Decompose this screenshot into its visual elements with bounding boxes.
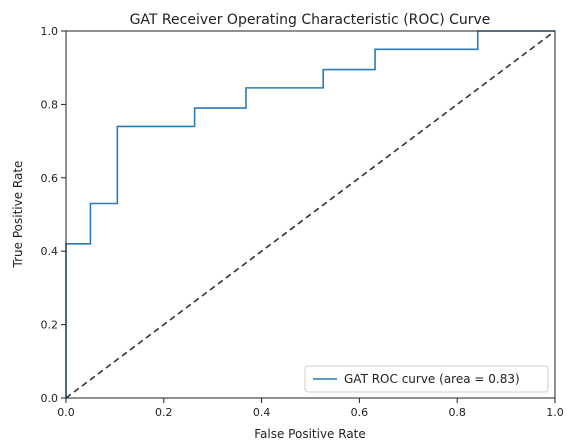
x-tick-label: 0.8 <box>448 406 466 419</box>
roc-curve-line <box>65 30 555 398</box>
x-tick-label: 1.0 <box>546 406 564 419</box>
y-tick-label: 0.8 <box>41 98 59 111</box>
x-tick-label: 0.2 <box>155 406 173 419</box>
y-axis-label: True Positive Rate <box>11 161 25 269</box>
y-ticks: 0.0 0.2 0.4 0.6 0.8 1.0 <box>41 25 66 405</box>
x-tick-label: 0.0 <box>57 406 75 419</box>
y-tick-label: 1.0 <box>41 25 59 38</box>
chart-title: GAT Receiver Operating Characteristic (R… <box>130 12 491 28</box>
y-tick-label: 0.0 <box>41 392 59 405</box>
plot-frame <box>65 30 556 399</box>
y-tick-label: 0.4 <box>41 245 59 258</box>
chart-legend: GAT ROC curve (area = 0.83) <box>304 365 549 393</box>
diagonal-reference-line-group <box>65 30 556 399</box>
roc-series-group <box>65 30 555 398</box>
x-tick-label: 0.6 <box>351 406 369 419</box>
x-ticks: 0.0 0.2 0.4 0.6 0.8 1.0 <box>57 398 564 419</box>
diagonal-reference-line <box>65 30 556 399</box>
y-tick-label: 0.2 <box>41 319 59 332</box>
legend-box <box>304 365 549 393</box>
x-axis-label: False Positive Rate <box>254 427 366 441</box>
x-tick-label: 0.4 <box>253 406 271 419</box>
legend-series-label: GAT ROC curve (area = 0.83) <box>344 372 520 386</box>
y-tick-label: 0.6 <box>41 172 59 185</box>
